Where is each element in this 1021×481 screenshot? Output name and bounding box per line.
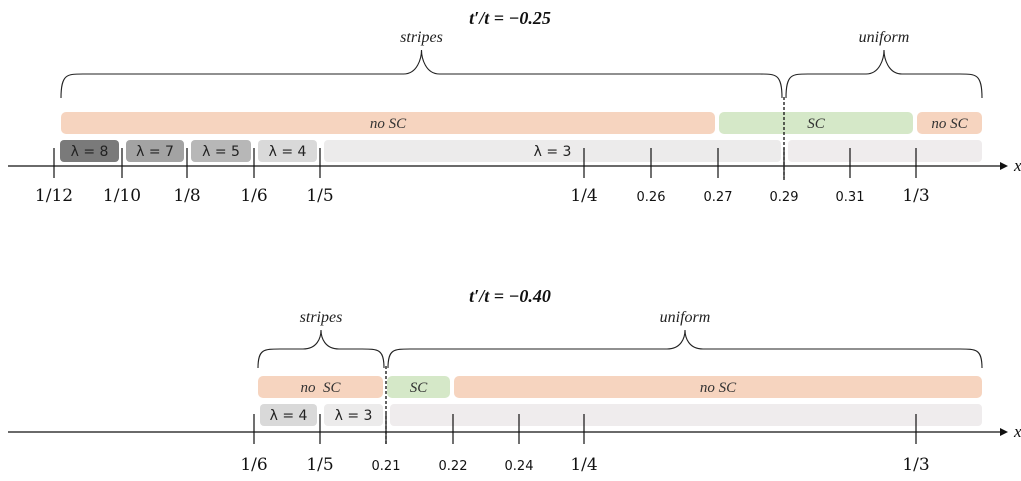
sc-segment bbox=[917, 112, 982, 134]
lambda-segment bbox=[258, 140, 317, 162]
axis-label: x bbox=[1013, 422, 1021, 441]
regime-label: uniform bbox=[660, 309, 711, 326]
sc-segment bbox=[719, 112, 913, 134]
sc-row: no SC SC no SC bbox=[61, 112, 982, 134]
sc-segment bbox=[258, 376, 383, 398]
panel-tprime-040: t′/t = −0.40 stripes uniform no SC SC no SC… bbox=[8, 286, 1021, 475]
lambda-label: λ = 4 bbox=[270, 408, 308, 424]
panel-title: t′/t = −0.40 bbox=[469, 286, 551, 306]
regime-brace bbox=[785, 49, 983, 99]
regime-braces: stripes uniform bbox=[257, 309, 983, 369]
lambda-segment bbox=[126, 140, 184, 162]
x-axis: x 1/6 1/5 0.21 0.22 0.24 1/4 1/3 bbox=[8, 414, 1021, 475]
tick-label: 1/12 bbox=[35, 186, 73, 206]
tick-label: 0.26 bbox=[637, 190, 666, 205]
lambda-label: λ = 3 bbox=[534, 144, 572, 160]
regime-brace bbox=[257, 329, 385, 369]
tick-label: 1/10 bbox=[103, 186, 141, 206]
x-axis: x 1/12 1/10 1/8 1/6 1/5 1/4 0.26 0.27 0.29 0.31 1/3 bbox=[8, 148, 1021, 206]
tick-label: 1/8 bbox=[173, 186, 200, 206]
axis-arrow-icon bbox=[1000, 428, 1008, 436]
sc-segment-label: no SC bbox=[700, 380, 737, 396]
sc-segment-label: no SC bbox=[300, 380, 341, 396]
regime-brace bbox=[387, 329, 983, 369]
lambda-label: λ = 5 bbox=[202, 144, 240, 160]
tick-label: 1/6 bbox=[240, 186, 267, 206]
regime-brace bbox=[60, 49, 783, 99]
lambda-segment bbox=[260, 404, 317, 426]
tick-label: 1/3 bbox=[902, 186, 929, 206]
lambda-label: λ = 3 bbox=[335, 408, 373, 424]
tick-label: 0.21 bbox=[372, 459, 401, 474]
regime-label: stripes bbox=[300, 309, 343, 326]
tick-label: 1/5 bbox=[306, 186, 333, 206]
lambda-segment bbox=[191, 140, 251, 162]
lambda-label: λ = 8 bbox=[71, 144, 109, 160]
panel-title: t′/t = −0.25 bbox=[469, 8, 551, 28]
tick-label: 0.27 bbox=[704, 190, 733, 205]
sc-segment-label: SC bbox=[807, 116, 826, 132]
lambda-label: λ = 7 bbox=[136, 144, 174, 160]
tick-label: 0.31 bbox=[836, 190, 865, 205]
lambda-row: λ = 8 λ = 7 λ = 5 λ = 4 λ = 3 bbox=[60, 140, 982, 162]
tick-label: 1/4 bbox=[570, 186, 597, 206]
panel-tprime-025: t′/t = −0.25 stripes uniform no SC SC no SC… bbox=[8, 8, 1021, 206]
sc-segment-label: no SC bbox=[370, 116, 407, 132]
lambda-label: λ = 4 bbox=[269, 144, 307, 160]
tick-label: 1/6 bbox=[240, 455, 267, 475]
lambda-segment bbox=[788, 140, 982, 162]
lambda-segment bbox=[390, 404, 982, 426]
sc-segment bbox=[454, 376, 982, 398]
lambda-segment bbox=[324, 140, 781, 162]
lambda-segment bbox=[324, 404, 383, 426]
regime-label: stripes bbox=[400, 29, 443, 46]
tick-label: 1/4 bbox=[570, 455, 597, 475]
axis-label: x bbox=[1013, 156, 1021, 175]
sc-segment bbox=[61, 112, 715, 134]
regime-braces: stripes uniform bbox=[60, 29, 983, 99]
sc-segment-label: SC bbox=[410, 380, 429, 396]
lambda-segment bbox=[60, 140, 119, 162]
axis-arrow-icon bbox=[1000, 162, 1008, 170]
tick-label: 1/3 bbox=[902, 455, 929, 475]
lambda-row: λ = 4 λ = 3 bbox=[260, 404, 982, 426]
tick-label: 0.22 bbox=[439, 459, 468, 474]
sc-segment bbox=[387, 376, 450, 398]
sc-row: no SC SC no SC bbox=[258, 376, 982, 398]
tick-label: 0.29 bbox=[770, 190, 799, 205]
tick-label: 1/5 bbox=[306, 455, 333, 475]
regime-label: uniform bbox=[859, 29, 910, 46]
tick-label: 0.24 bbox=[505, 459, 534, 474]
sc-segment-label: no SC bbox=[931, 116, 968, 132]
